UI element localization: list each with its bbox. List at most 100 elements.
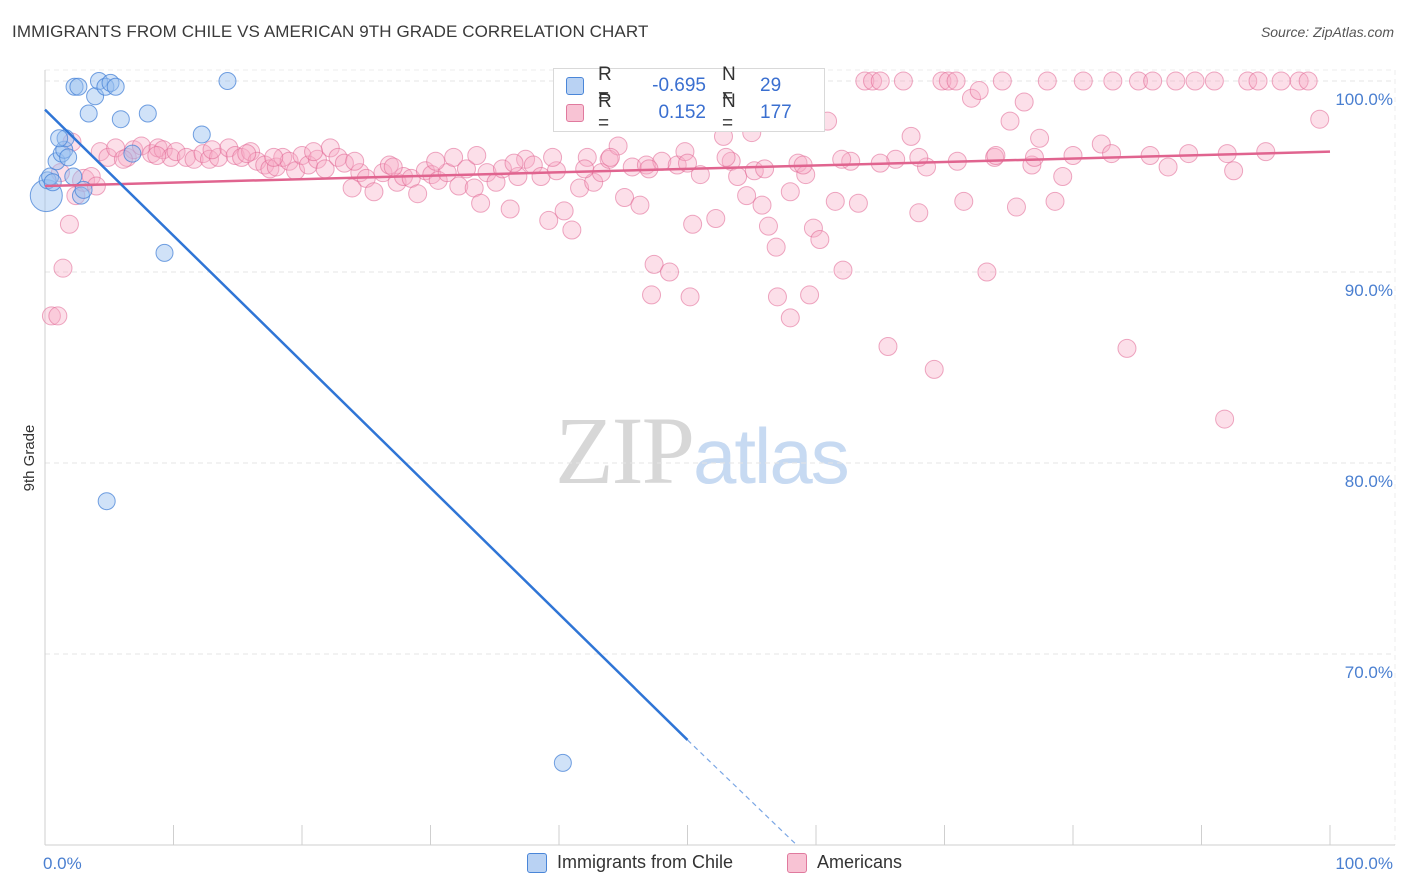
x-tick-label: 0.0% [43,854,82,873]
americans-point [706,209,726,229]
americans-point [1063,145,1083,165]
americans-point [946,71,966,91]
americans-point [644,254,664,274]
americans-point [870,71,890,91]
americans-point [893,71,913,91]
americans-point [264,147,284,167]
bottom-legend-label-chile: Immigrants from Chile [557,852,734,872]
americans-point [1014,92,1034,112]
americans-point [615,188,635,208]
americans-point [1256,142,1276,162]
bottom-legend-label-americans: Americans [817,852,903,872]
chile-point [50,129,69,148]
americans-point [1215,409,1235,429]
americans-point [584,172,604,192]
americans-point [992,71,1012,91]
americans-point [758,216,778,236]
americans-point [1204,71,1224,91]
americans-point [232,147,252,167]
americans-point [543,147,563,167]
americans-point [304,142,324,162]
americans-point [1248,71,1268,91]
bottom-legend-chile[interactable]: Immigrants from Chile [527,852,733,873]
americans-point [575,159,595,179]
bottom-legend-americans[interactable]: Americans [787,852,902,873]
chile-point [218,72,237,90]
y-tick-label: 80.0% [1345,472,1393,491]
americans-point [642,285,662,305]
americans-point [562,220,582,240]
americans-point [1117,338,1137,358]
americans-point [737,186,757,206]
americans-point [539,210,559,230]
americans-point [53,258,73,278]
chile-point [97,492,116,511]
americans-point [1037,71,1057,91]
americans-point [237,144,257,164]
americans-point [1158,157,1178,177]
americans-point [467,145,487,165]
legend-r-label: R = [598,91,612,134]
americans-point [48,306,68,326]
legend-r-value: 0.152 [658,102,706,123]
americans-point [1073,71,1093,91]
chile-point [138,104,157,123]
americans-point [800,285,820,305]
chile-point [29,179,63,213]
legend-swatch-pink [566,104,584,122]
americans-point [113,149,133,169]
chile-point [65,77,84,96]
americans-point [924,359,944,379]
legend-r-value: -0.695 [652,75,706,96]
americans-point [90,142,110,162]
americans-point [938,71,958,91]
americans-point [1045,191,1065,211]
americans-point [825,191,845,211]
correlation-legend: R = -0.695 N = 29 R = 0.152 N = 177 [553,64,825,134]
americans-point [969,81,989,101]
chile-point [123,144,142,163]
americans-point [408,184,428,204]
americans-point [500,199,520,219]
americans-point [225,145,245,165]
americans-point [98,147,118,167]
bottom-legend-swatch-blue [527,852,547,873]
chart-title: IMMIGRANTS FROM CHILE VS AMERICAN 9TH GR… [12,22,649,41]
americans-point [516,149,536,169]
americans-point [833,260,853,280]
legend-row-americans: R = 0.152 N = 177 [566,91,792,134]
chile-trend-extension [687,739,798,846]
americans-point [1179,144,1199,164]
americans-point [166,142,186,162]
y-axis-title: 9th Grade [21,425,38,492]
americans-point [364,182,384,202]
americans-point [855,71,875,91]
americans-point [471,193,491,213]
americans-point [131,136,151,156]
trend-lines [44,108,1331,846]
legend-row-chile: R = -0.695 N = 29 [566,64,781,107]
americans-point [1185,71,1205,91]
americans-point [1143,71,1163,91]
chile-point [106,77,125,96]
watermark-atlas: atlas [693,412,850,500]
chile-trend-line [44,108,689,741]
y-tick-label: 100.0% [1335,90,1393,109]
legend-n-label: N = [722,91,736,134]
americans-point [932,71,952,91]
chile-point [69,77,88,96]
americans-point [161,147,181,167]
americans-point [41,306,61,326]
chile-point [192,125,211,144]
x-tick-label: 100.0% [1335,854,1393,873]
americans-point [577,147,597,167]
americans-point [1006,197,1026,217]
chile-point [155,243,174,262]
americans-point [1102,144,1122,164]
legend-n-value: 177 [760,102,792,123]
americans-point [1053,167,1073,186]
americans-point [444,147,464,167]
americans-point [1166,71,1186,91]
americans-point [878,336,898,356]
